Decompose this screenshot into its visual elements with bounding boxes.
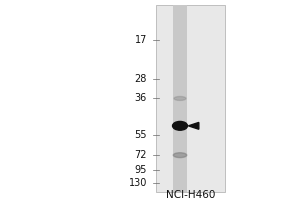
Text: 36: 36 [135, 93, 147, 103]
Ellipse shape [173, 153, 187, 158]
Ellipse shape [174, 97, 186, 100]
Text: 55: 55 [134, 130, 147, 140]
Text: 95: 95 [135, 165, 147, 175]
Text: 72: 72 [134, 150, 147, 160]
Ellipse shape [172, 121, 188, 130]
Text: 28: 28 [135, 74, 147, 84]
Bar [156, 5, 225, 192]
Text: 130: 130 [129, 178, 147, 188]
Bar [172, 5, 188, 192]
Text: 17: 17 [135, 35, 147, 45]
Text: NCI-H460: NCI-H460 [166, 190, 215, 200]
Polygon shape [188, 122, 199, 129]
